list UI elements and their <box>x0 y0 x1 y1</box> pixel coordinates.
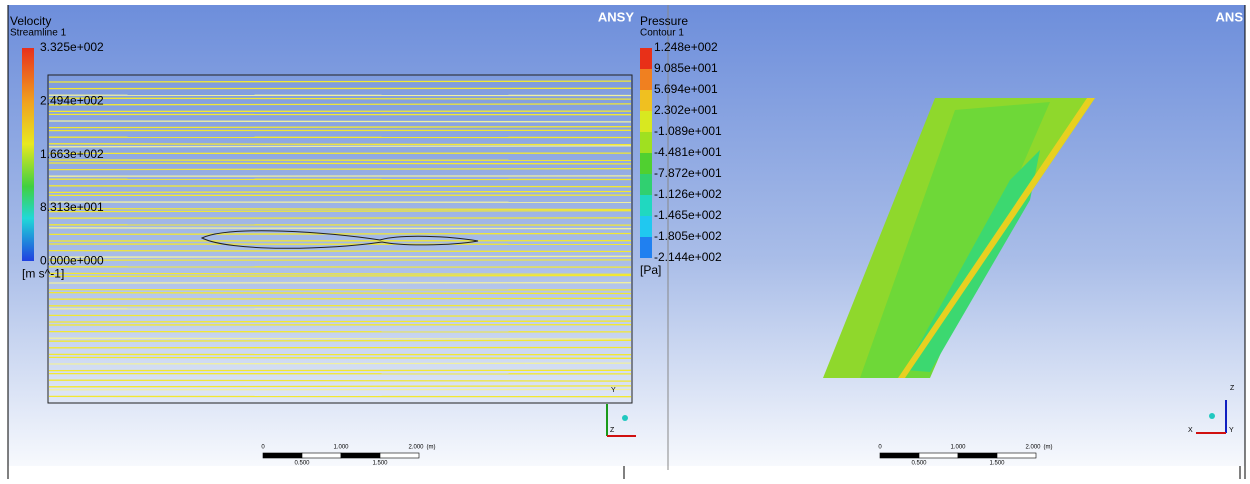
axis-label: Y <box>611 387 616 394</box>
scale-label: (m) <box>427 445 436 451</box>
legend-label: 1.663e+002 <box>40 147 104 161</box>
streamline <box>49 169 631 170</box>
pressure-legend-bar <box>640 48 652 258</box>
streamline <box>49 273 631 274</box>
scale-label: 0.500 <box>911 461 927 467</box>
legend-label: 2.494e+002 <box>40 93 104 107</box>
legend-label: 2.302e+001 <box>654 103 718 117</box>
streamline <box>49 386 631 387</box>
streamline <box>49 363 631 364</box>
streamline <box>49 192 631 193</box>
legend-label: 0.000e+000 <box>40 253 104 267</box>
legend-label: 3.325e+002 <box>40 40 104 54</box>
legend-band <box>640 216 652 237</box>
legend-band <box>640 48 652 69</box>
streamline <box>49 98 631 99</box>
scale-bar <box>341 453 380 458</box>
streamline <box>49 276 631 277</box>
screenshot: ANSYVelocityStreamline 13.325e+0022.494e… <box>0 0 1250 479</box>
scale-bar <box>919 453 958 458</box>
scale-label: 1.000 <box>950 445 966 451</box>
streamline <box>49 293 631 294</box>
legend-label: -1.805e+002 <box>654 229 722 243</box>
streamline <box>49 209 631 210</box>
axis-label: Y <box>1229 427 1234 434</box>
logo: ANSY <box>598 9 634 24</box>
legend-label: 9.085e+001 <box>654 61 718 75</box>
legend-band <box>640 132 652 153</box>
scale-label: 2.000 <box>1025 445 1041 451</box>
legend-band <box>640 69 652 90</box>
legend-subtitle: Contour 1 <box>640 28 684 39</box>
streamline <box>49 228 631 229</box>
legend-subtitle: Streamline 1 <box>10 28 67 39</box>
streamline <box>49 163 631 164</box>
scale-label: 0.500 <box>294 461 310 467</box>
streamline <box>49 186 631 187</box>
legend-label: -2.144e+002 <box>654 250 722 264</box>
scale-label: 1.500 <box>372 461 388 467</box>
legend-title: Velocity <box>10 14 51 28</box>
scale-label: (m) <box>1044 445 1053 451</box>
legend-label: -4.481e+001 <box>654 145 722 159</box>
streamline <box>49 251 631 252</box>
axis-dot <box>1209 413 1215 419</box>
legend-band <box>640 174 652 195</box>
legend-band <box>640 111 652 132</box>
streamline <box>49 81 631 82</box>
streamline <box>49 104 631 105</box>
streamline <box>49 315 631 316</box>
streamline <box>49 338 631 339</box>
streamline <box>49 357 631 358</box>
legend-label: -1.465e+002 <box>654 208 722 222</box>
axis-dot <box>622 415 628 421</box>
legend-label: 5.694e+001 <box>654 82 718 96</box>
legend-band <box>640 90 652 111</box>
streamline <box>49 380 631 381</box>
streamline <box>49 127 631 128</box>
velocity-legend-bar <box>22 48 34 261</box>
scale-bar <box>880 453 919 458</box>
legend-band <box>640 153 652 174</box>
streamline <box>49 321 631 322</box>
legend-label: -1.126e+002 <box>654 187 722 201</box>
streamline <box>49 146 631 147</box>
legend-label: 8.313e+001 <box>40 200 104 214</box>
scale-bar <box>958 453 997 458</box>
scale-bar <box>263 453 302 458</box>
legend-title: Pressure <box>640 14 688 28</box>
legend-label: 1.248e+002 <box>654 40 718 54</box>
axis-label: X <box>1188 427 1193 434</box>
legend-unit: [m s^-1] <box>22 266 64 280</box>
scale-bar <box>302 453 341 458</box>
legend-band <box>640 237 652 258</box>
scale-label: 1.500 <box>989 461 1005 467</box>
scale-bar <box>997 453 1036 458</box>
streamline <box>49 144 631 145</box>
streamline <box>49 234 631 235</box>
axis-label: Z <box>610 427 615 434</box>
streamline <box>49 340 631 341</box>
legend-unit: [Pa] <box>640 263 661 277</box>
streamline <box>49 121 631 122</box>
legend-label: -7.872e+001 <box>654 166 722 180</box>
logo: ANS <box>1216 9 1244 24</box>
streamline <box>49 256 631 257</box>
axis-label: Z <box>1230 385 1235 392</box>
scale-label: 1.000 <box>333 445 349 451</box>
legend-band <box>640 195 652 216</box>
scale-label: 2.000 <box>408 445 424 451</box>
streamline <box>49 298 631 299</box>
streamline <box>49 211 631 212</box>
scale-bar <box>380 453 419 458</box>
legend-label: -1.089e+001 <box>654 124 722 138</box>
